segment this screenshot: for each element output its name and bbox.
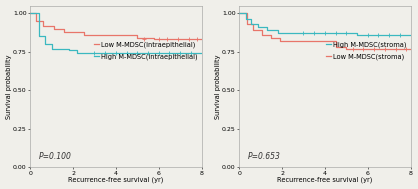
X-axis label: Recurrence-free survival (yr): Recurrence-free survival (yr) [277, 177, 372, 184]
Legend: High M-MDSC(stroma), Low M-MDSC(stroma): High M-MDSC(stroma), Low M-MDSC(stroma) [325, 41, 407, 61]
Legend: Low M-MDSC(intraepithelial), High M-MDSC(intraepithelial): Low M-MDSC(intraepithelial), High M-MDSC… [93, 41, 198, 61]
Y-axis label: Survival probability: Survival probability [214, 54, 221, 119]
Text: P=0.100: P=0.100 [39, 152, 71, 161]
Y-axis label: Survival probability: Survival probability [5, 54, 12, 119]
Text: P=0.653: P=0.653 [248, 152, 280, 161]
X-axis label: Recurrence-free survival (yr): Recurrence-free survival (yr) [68, 177, 163, 184]
